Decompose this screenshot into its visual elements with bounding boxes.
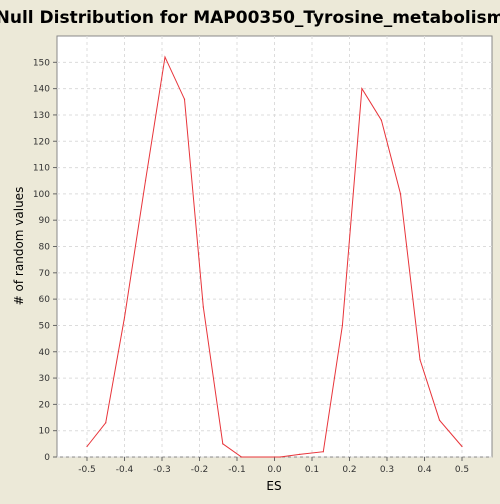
x-tick-label-10: 0.5: [455, 465, 469, 475]
data-point-1: [105, 422, 107, 424]
data-point-4: [164, 56, 166, 58]
y-tick-label-13: 130: [33, 111, 50, 121]
y-axis-label: # of random values: [12, 187, 26, 306]
y-tick-label-1: 10: [39, 427, 51, 437]
data-point-6: [202, 306, 204, 308]
x-tick-label-1: -0.4: [116, 465, 134, 475]
data-point-17: [438, 419, 441, 421]
data-point-12: [341, 324, 343, 327]
data-point-0: [86, 445, 88, 448]
data-point-10: [299, 453, 301, 455]
y-tick-label-8: 80: [39, 243, 51, 253]
x-tick-label-7: 0.2: [342, 465, 356, 475]
x-tick-label-8: 0.3: [380, 465, 394, 475]
y-tick-label-4: 40: [39, 348, 51, 358]
data-point-7: [222, 443, 224, 445]
y-tick-label-10: 100: [33, 190, 50, 200]
series-layer: [86, 55, 463, 458]
x-tick-label-2: -0.3: [153, 465, 171, 475]
x-tick-label-3: -0.2: [191, 465, 209, 475]
y-tick-label-9: 90: [39, 216, 51, 226]
data-point-14: [380, 119, 382, 121]
chart-title: Null Distribution for MAP00350_Tyrosine_…: [0, 8, 500, 28]
x-axis-label: ES: [266, 479, 281, 493]
y-tick-label-3: 30: [39, 374, 51, 384]
y-tick-label-6: 60: [39, 295, 51, 305]
data-point-3: [144, 180, 147, 182]
y-tick-label-7: 70: [39, 269, 51, 279]
y-tick-label-5: 50: [39, 321, 51, 331]
data-point-18: [461, 445, 463, 448]
data-point-5: [183, 98, 186, 100]
grid-layer: [57, 36, 492, 458]
y-tick-label-14: 140: [33, 85, 50, 95]
x-tick-label-6: 0.1: [305, 465, 319, 475]
data-point-15: [399, 193, 402, 195]
data-point-13: [361, 88, 363, 90]
data-point-16: [419, 359, 421, 361]
data-point-8: [240, 456, 243, 458]
data-point-2: [123, 316, 126, 319]
x-tick-label-4: -0.1: [228, 465, 246, 475]
y-tick-label-11: 110: [33, 164, 50, 174]
y-tick-label-2: 20: [39, 400, 51, 410]
axis-layer: -0.5 -0.4 -0.3 -0.2 -0.1 0.0 0.1 0.2 0.3 0.4 0.5 0 1…: [33, 58, 469, 475]
y-tick-label-15: 150: [33, 58, 50, 68]
x-tick-label-0: -0.5: [78, 465, 96, 475]
y-tick-label-12: 120: [33, 137, 50, 147]
y-tick-label-0: 0: [44, 453, 50, 463]
data-point-11: [322, 451, 324, 453]
x-tick-label-5: 0.0: [267, 465, 282, 475]
x-tick-label-9: 0.4: [417, 465, 432, 475]
data-point-9: [279, 456, 281, 458]
